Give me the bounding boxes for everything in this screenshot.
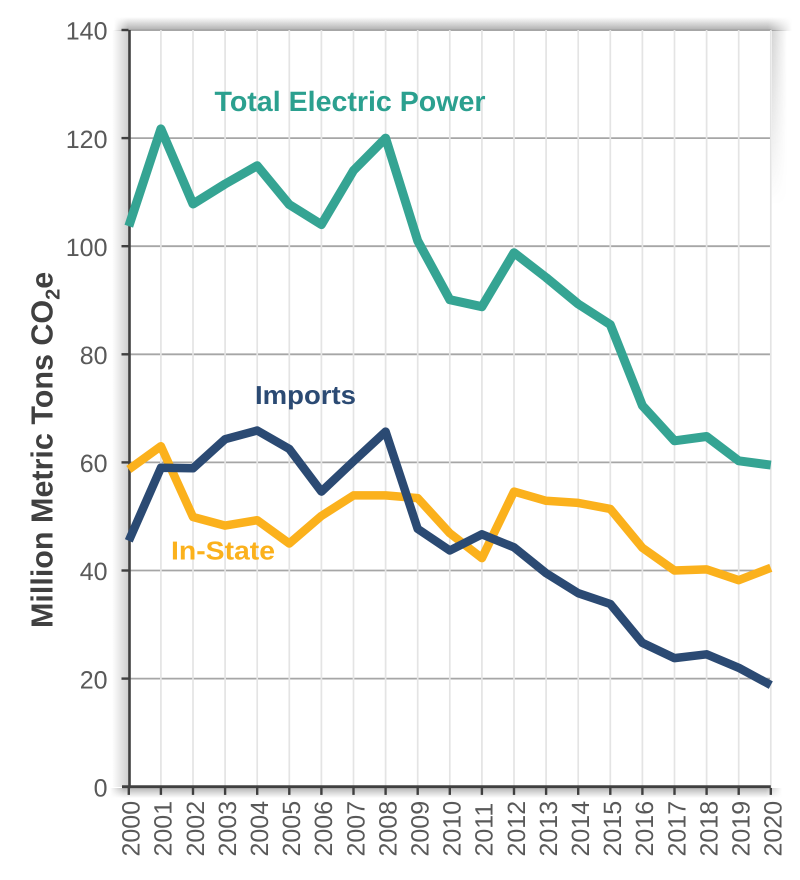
svg-text:2016: 2016 <box>631 801 659 857</box>
svg-text:2012: 2012 <box>503 801 531 857</box>
svg-text:80: 80 <box>80 342 108 370</box>
svg-text:2018: 2018 <box>695 801 723 857</box>
svg-text:2004: 2004 <box>246 801 274 857</box>
svg-text:Million Metric Tons CO2e: Million Metric Tons CO2e <box>26 272 65 628</box>
svg-text:2013: 2013 <box>535 801 563 857</box>
svg-text:2007: 2007 <box>342 801 370 857</box>
svg-text:2010: 2010 <box>439 801 467 857</box>
svg-text:2019: 2019 <box>728 801 756 857</box>
svg-text:2002: 2002 <box>182 801 210 857</box>
svg-text:2017: 2017 <box>663 801 691 857</box>
svg-text:Imports: Imports <box>255 380 356 410</box>
svg-text:2015: 2015 <box>599 801 627 857</box>
svg-text:2000: 2000 <box>118 801 146 857</box>
svg-text:2001: 2001 <box>150 801 178 857</box>
svg-text:120: 120 <box>66 126 108 154</box>
svg-text:2011: 2011 <box>471 803 499 857</box>
svg-text:In-State: In-State <box>171 535 275 565</box>
svg-text:140: 140 <box>66 18 108 46</box>
svg-text:2003: 2003 <box>214 801 242 857</box>
svg-text:2009: 2009 <box>407 801 435 857</box>
svg-text:0: 0 <box>94 774 108 802</box>
svg-text:40: 40 <box>80 558 108 586</box>
svg-text:2014: 2014 <box>567 801 595 857</box>
svg-text:100: 100 <box>66 234 108 262</box>
svg-text:2006: 2006 <box>310 801 338 857</box>
svg-text:60: 60 <box>80 450 108 478</box>
svg-text:2020: 2020 <box>760 801 788 857</box>
svg-text:20: 20 <box>80 666 108 694</box>
svg-text:2005: 2005 <box>278 801 306 857</box>
svg-text:Total Electric Power: Total Electric Power <box>215 86 486 117</box>
svg-text:2008: 2008 <box>374 801 402 857</box>
